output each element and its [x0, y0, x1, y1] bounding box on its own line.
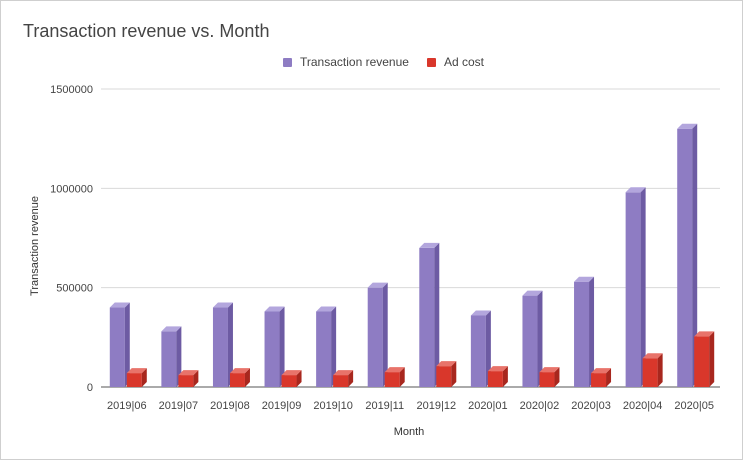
legend-label-ad-cost: Ad cost: [443, 55, 484, 69]
legend-label-transaction-revenue: Transaction revenue: [300, 55, 409, 69]
bar-transaction-revenue: [470, 310, 491, 387]
bar-transaction-revenue: [419, 242, 440, 387]
x-tick-label: 2020|04: [623, 400, 663, 412]
bar-ad-cost: [436, 361, 457, 387]
bar-ad-cost: [229, 368, 250, 387]
bar-transaction-revenue: [625, 187, 646, 387]
bar-ad-cost: [539, 367, 560, 387]
x-tick-label: 2020|05: [674, 400, 714, 412]
bar-ad-cost: [642, 353, 663, 387]
bar-transaction-revenue: [316, 306, 337, 387]
x-tick-label: 2019|11: [365, 400, 404, 412]
x-axis-label: Month: [393, 426, 425, 438]
bar-transaction-revenue: [264, 306, 285, 387]
y-tick-label: 500000: [56, 283, 93, 295]
y-tick-label: 0: [87, 382, 93, 394]
bar-ad-cost: [281, 370, 302, 387]
chart-legend: Transaction revenue Ad cost: [283, 55, 502, 69]
legend-swatch-transaction-revenue: [283, 57, 292, 67]
chart-title: Transaction revenue vs. Month: [23, 21, 270, 41]
x-tick-label: 2019|10: [313, 400, 353, 412]
legend-swatch-ad-cost: [426, 57, 436, 67]
x-tick-label: 2019|08: [210, 400, 250, 412]
bar-ad-cost: [487, 366, 508, 387]
bar-transaction-revenue: [161, 326, 182, 387]
x-tick-label: 2019|09: [262, 400, 302, 412]
bar-ad-cost: [126, 368, 147, 387]
x-tick-label: 2019|06: [107, 400, 147, 412]
x-tick-label: 2020|02: [520, 400, 560, 412]
bar-transaction-revenue: [212, 302, 233, 387]
x-tick-label: 2020|01: [468, 400, 508, 412]
bar-ad-cost: [178, 370, 199, 387]
bar-transaction-revenue: [109, 302, 130, 387]
legend-item-ad-cost: Ad cost: [426, 55, 484, 69]
y-tick-label: 1500000: [50, 84, 93, 96]
bar-transaction-revenue: [574, 276, 595, 387]
bar-ad-cost: [384, 367, 405, 387]
bar-transaction-revenue: [367, 282, 388, 387]
bar-transaction-revenue: [677, 123, 698, 387]
bar-ad-cost: [333, 370, 354, 387]
y-tick-label: 1000000: [50, 183, 93, 195]
x-tick-label: 2020|03: [571, 400, 611, 412]
bar-ad-cost: [694, 331, 715, 387]
bar-ad-cost: [591, 368, 612, 387]
x-tick-label: 2019|07: [159, 400, 199, 412]
legend-item-transaction-revenue: Transaction revenue: [283, 55, 409, 69]
bar-transaction-revenue: [522, 290, 543, 387]
x-tick-label: 2019|12: [417, 400, 457, 412]
